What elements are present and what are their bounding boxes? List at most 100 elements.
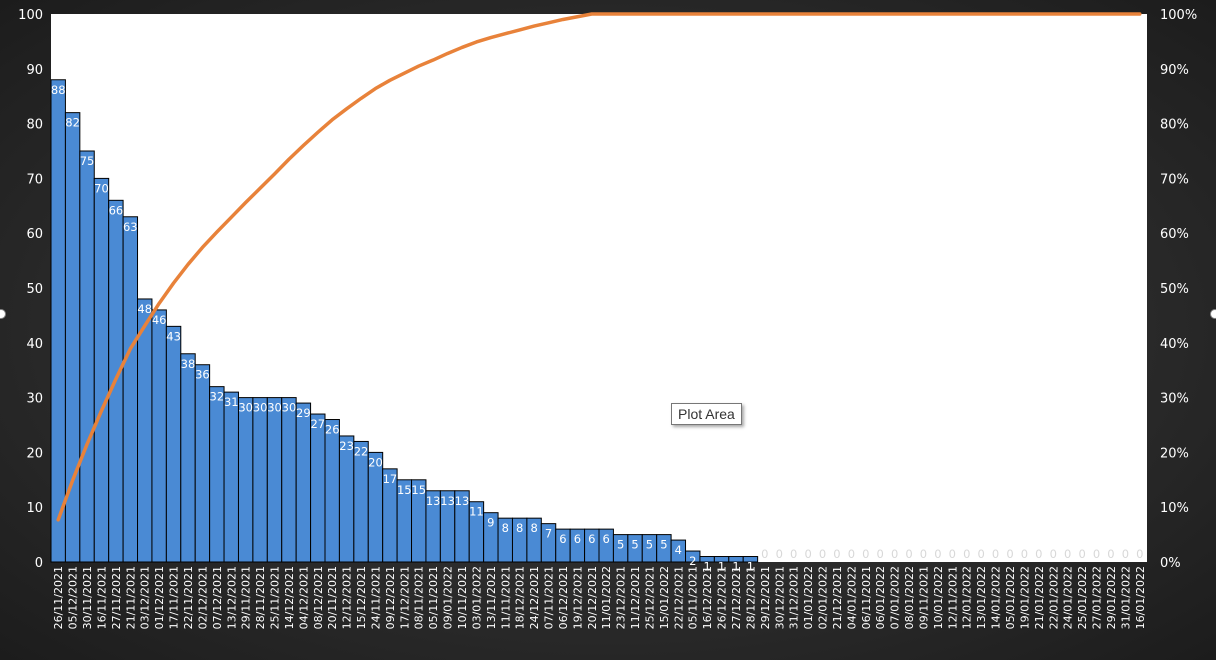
left-tick-label: 30: [26, 392, 43, 407]
x-tick-label: 15/12/2021: [355, 566, 368, 629]
bar-data-label: 0: [862, 547, 869, 561]
x-tick-label: 28/11/2021: [254, 566, 267, 629]
bar-data-label: 48: [137, 302, 152, 316]
bar-data-label: 0: [877, 547, 884, 561]
bar-data-label: 0: [833, 547, 840, 561]
x-tick-label: 15/01/2022: [658, 566, 671, 629]
bar[interactable]: [338, 435, 355, 563]
x-tick-label: 25/11/2021: [269, 566, 282, 629]
x-tick-label: 02/01/2022: [817, 566, 830, 629]
bar[interactable]: [165, 325, 182, 563]
bar-data-label: 0: [1136, 547, 1143, 561]
bar-data-label: 30: [282, 401, 297, 415]
right-tick-label: 50%: [1160, 282, 1189, 297]
bar-data-label: 32: [210, 390, 225, 404]
x-tick-label: 05/11/2021: [687, 566, 700, 629]
x-tick-label: 10/11/2021: [456, 566, 469, 629]
bar-data-label: 15: [411, 483, 426, 497]
bar[interactable]: [353, 440, 369, 563]
left-tick-label: 50: [26, 282, 43, 297]
x-tick-label: 06/11/2021: [860, 566, 873, 629]
x-tick-label: 11/11/2021: [499, 566, 512, 629]
bar[interactable]: [266, 397, 283, 563]
bar-data-label: 0: [848, 547, 855, 561]
x-tick-label: 17/11/2021: [168, 566, 181, 629]
bar[interactable]: [324, 419, 340, 563]
bar-data-label: 0: [1107, 547, 1114, 561]
bar-data-label: 0: [790, 547, 797, 561]
bar-data-label: 88: [51, 83, 66, 97]
bar-data-label: 2: [689, 554, 696, 568]
x-tick-label: 07/12/2021: [211, 566, 224, 629]
right-resize-handle[interactable]: [1210, 309, 1216, 319]
x-tick-label: 20/12/2021: [586, 566, 599, 629]
bar-data-label: 0: [891, 547, 898, 561]
x-tick-label: 24/12/2021: [528, 566, 541, 629]
left-tick-label: 60: [26, 227, 43, 242]
right-tick-label: 0%: [1160, 556, 1181, 571]
bar-data-label: 5: [660, 538, 667, 552]
right-tick-label: 10%: [1160, 501, 1189, 516]
bar-data-label: 5: [646, 538, 653, 552]
x-tick-label: 21/11/2021: [124, 566, 137, 629]
left-tick-label: 100: [18, 8, 43, 23]
bar-data-label: 29: [296, 406, 311, 420]
bar-data-label: 8: [502, 521, 509, 535]
x-tick-label: 06/12/2021: [557, 566, 570, 629]
bar-data-label: 30: [253, 401, 268, 415]
x-tick-label: 31/12/2021: [788, 566, 801, 629]
bar-data-label: 27: [310, 417, 325, 431]
x-tick-label: 04/01/2022: [845, 566, 858, 629]
left-resize-handle[interactable]: [0, 309, 6, 319]
bar[interactable]: [180, 353, 196, 563]
bar[interactable]: [223, 391, 239, 563]
bar-data-label: 8: [530, 521, 537, 535]
bar-data-label: 1: [703, 560, 710, 574]
x-tick-label: 19/01/2022: [1018, 566, 1031, 629]
bar-data-label: 11: [469, 505, 484, 519]
x-tick-label: 27/12/2021: [730, 566, 743, 629]
bar[interactable]: [742, 556, 759, 563]
bar-data-label: 70: [94, 181, 109, 195]
x-tick-label: 11/12/2021: [629, 566, 642, 629]
x-tick-label: 19/12/2021: [571, 566, 584, 629]
bar-data-label: 20: [368, 455, 383, 469]
bar-data-label: 6: [559, 532, 566, 546]
bar-data-label: 5: [617, 538, 624, 552]
bar[interactable]: [237, 397, 254, 563]
x-tick-label: 17/12/2021: [398, 566, 411, 629]
x-tick-label: 20/11/2021: [326, 566, 339, 629]
x-tick-label: 03/01/2022: [470, 566, 483, 629]
bar-data-label: 6: [574, 532, 581, 546]
bar-data-label: 0: [1050, 547, 1057, 561]
bar[interactable]: [79, 150, 95, 563]
bar[interactable]: [252, 397, 268, 563]
left-tick-label: 80: [26, 118, 43, 133]
x-tick-label: 09/12/2021: [384, 566, 397, 629]
bar-data-label: 0: [949, 547, 956, 561]
bar-data-label: 36: [195, 368, 210, 382]
bar-data-label: 46: [152, 313, 167, 327]
right-tick-label: 20%: [1160, 446, 1189, 461]
left-tick-label: 40: [26, 337, 43, 352]
bar[interactable]: [137, 298, 153, 563]
bar[interactable]: [209, 386, 225, 563]
bar-data-label: 6: [588, 532, 595, 546]
bar[interactable]: [93, 177, 110, 563]
bar-data-label: 0: [804, 547, 811, 561]
x-tick-label: 05/12/2021: [67, 566, 80, 629]
x-tick-label: 31/01/2022: [1119, 566, 1132, 629]
bar[interactable]: [194, 364, 211, 563]
bar[interactable]: [281, 397, 297, 563]
x-tick-label: 12/12/2021: [341, 566, 354, 629]
bar[interactable]: [122, 216, 139, 563]
bar[interactable]: [50, 79, 66, 563]
left-tick-label: 70: [26, 172, 43, 187]
bar[interactable]: [295, 402, 312, 563]
bar[interactable]: [151, 309, 167, 563]
bar[interactable]: [310, 413, 326, 563]
bar-data-label: 9: [487, 516, 494, 530]
cumulative-line[interactable]: [56, 12, 1142, 522]
bar-data-label: 0: [920, 547, 927, 561]
